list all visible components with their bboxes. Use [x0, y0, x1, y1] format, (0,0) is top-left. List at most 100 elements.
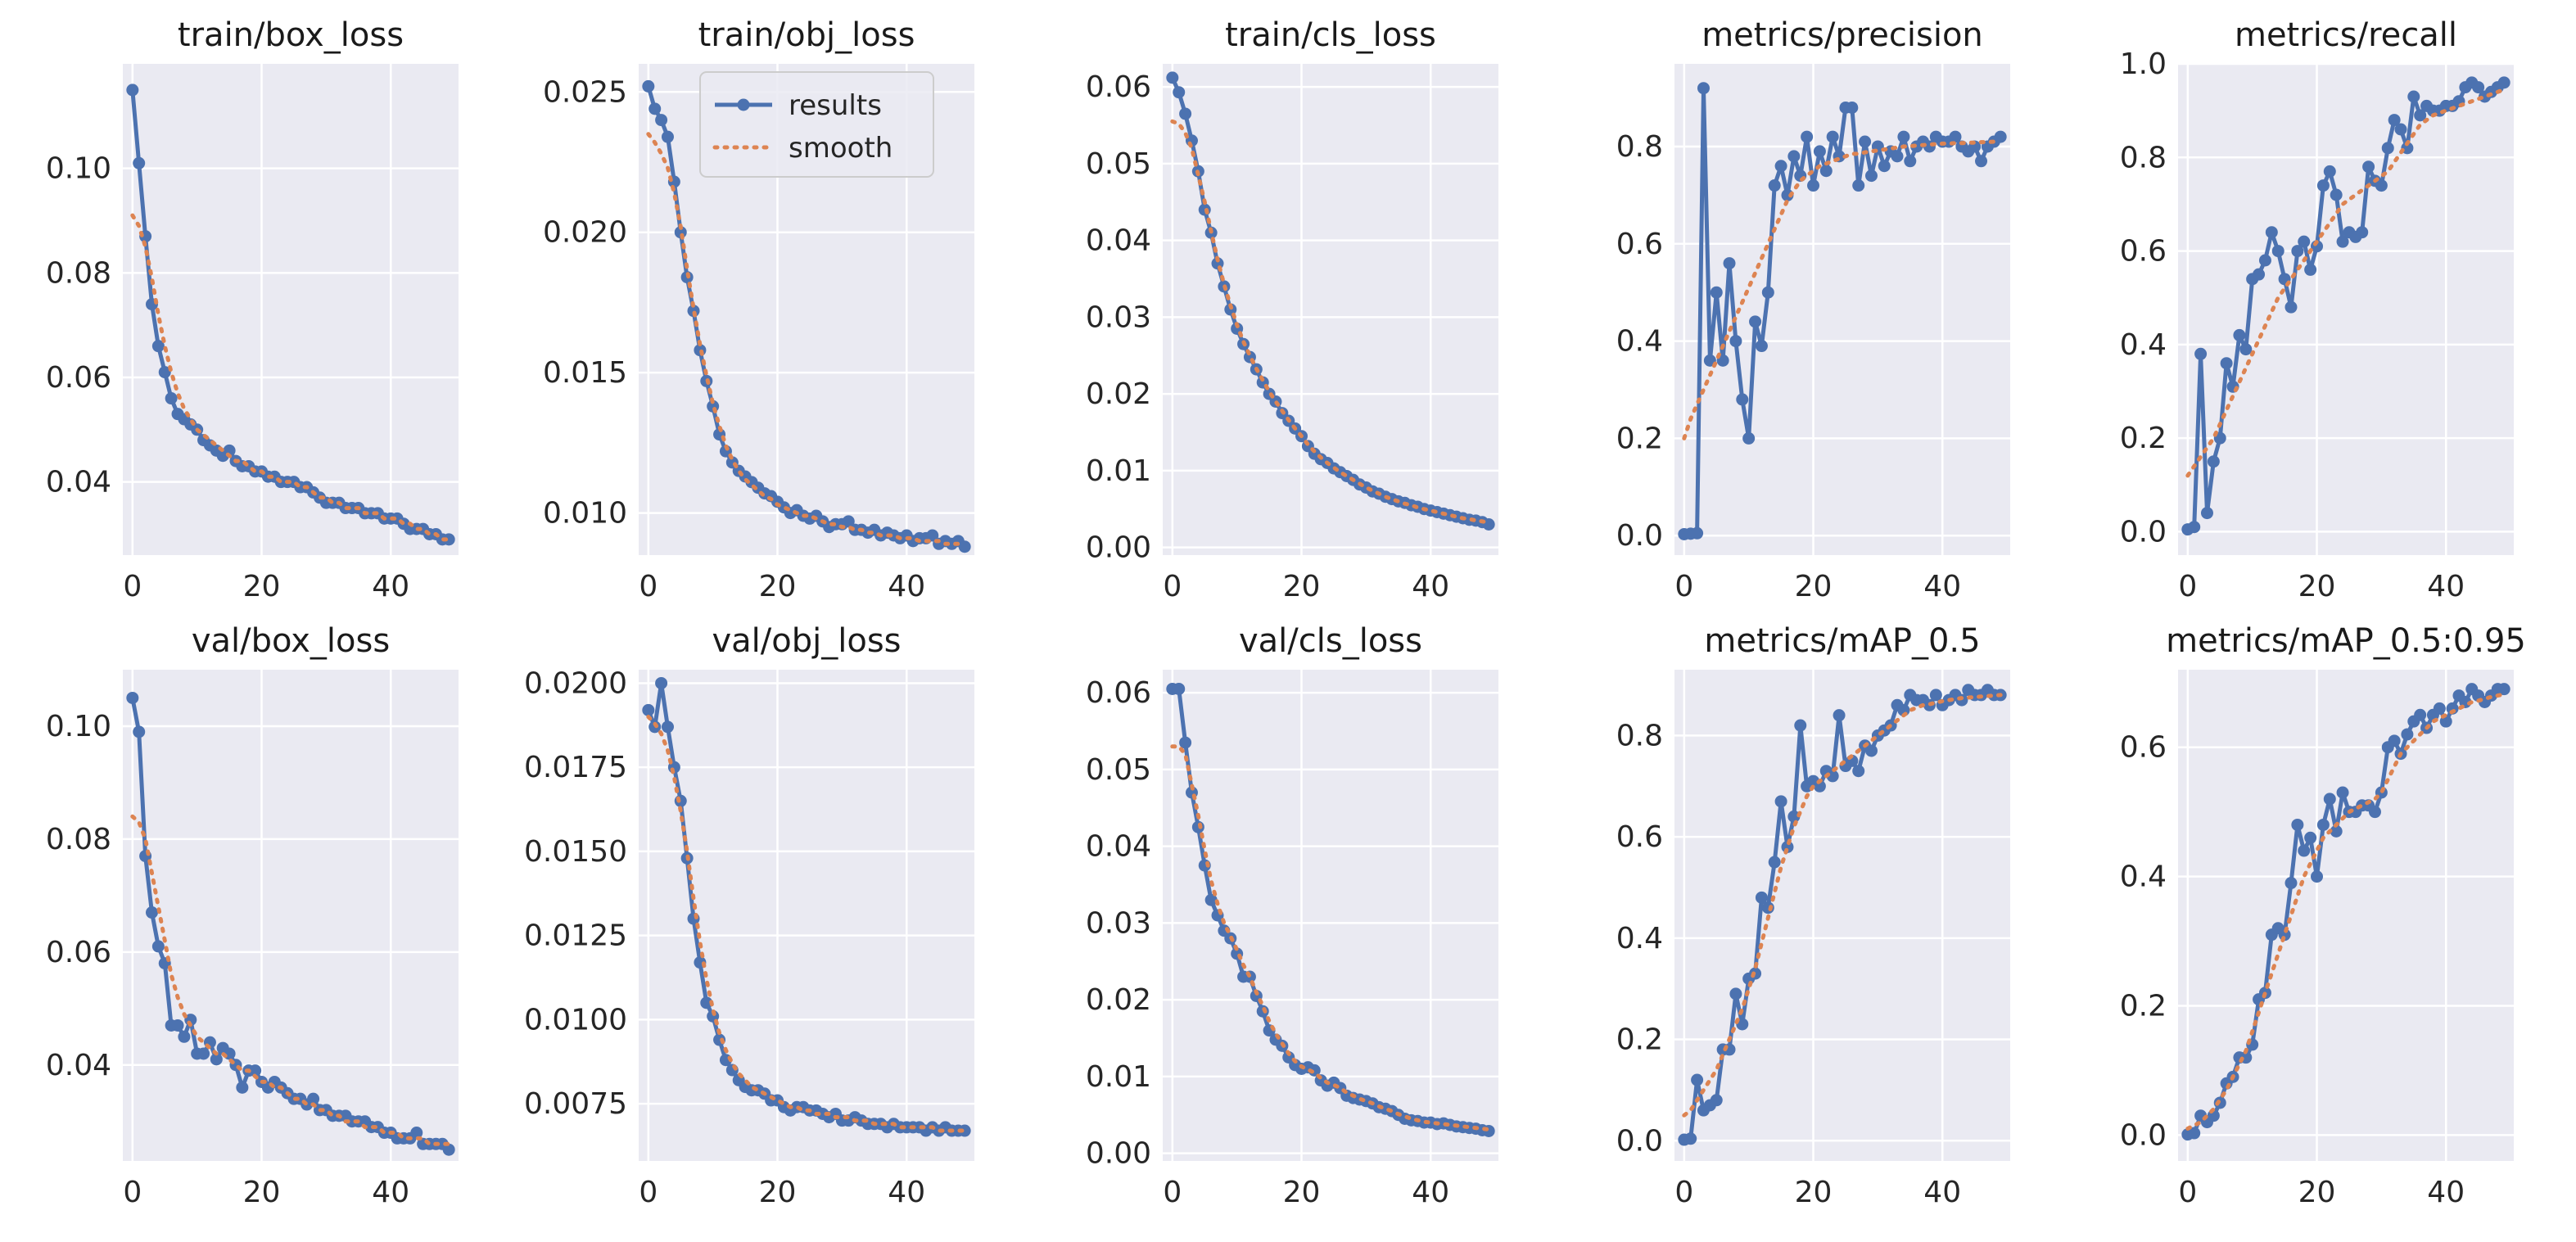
- panel-title: metrics/recall: [2235, 16, 2457, 54]
- results-point: [210, 1053, 223, 1066]
- x-tick-label: 20: [1795, 570, 1833, 603]
- results-point: [1723, 257, 1736, 270]
- results-point: [661, 720, 674, 734]
- results-point: [1897, 130, 1910, 143]
- results-point: [2381, 142, 2394, 155]
- results-point: [1710, 286, 1723, 299]
- results-point: [165, 392, 178, 405]
- results-point: [1749, 315, 1762, 328]
- x-tick-label: 40: [2427, 570, 2465, 603]
- plot-area: [1163, 64, 1498, 555]
- results-point: [1729, 987, 1742, 1000]
- results-point: [1697, 82, 1710, 95]
- smooth-line: [1170, 119, 1491, 526]
- results-point: [1846, 101, 1859, 114]
- results-point: [1761, 286, 1774, 299]
- plot-area: [123, 64, 459, 555]
- results-point: [158, 366, 171, 379]
- panel-title: val/cls_loss: [1239, 622, 1422, 660]
- smooth-line: [646, 132, 967, 546]
- results-point: [1191, 820, 1204, 833]
- y-tick-label: 0.00: [1086, 531, 1151, 565]
- legend-smooth-label: smooth: [789, 132, 893, 165]
- results-point: [410, 1127, 423, 1140]
- y-tick-label: 0.0125: [524, 919, 627, 953]
- x-tick-label: 40: [2427, 1176, 2465, 1209]
- results-point: [1852, 179, 1865, 192]
- x-tick-label: 40: [1412, 570, 1449, 603]
- panel-title: metrics/mAP_0.5:0.95: [2166, 622, 2526, 660]
- y-tick-label: 0.03: [1086, 906, 1151, 940]
- results-point: [1173, 682, 1186, 695]
- y-tick-label: 0.06: [46, 361, 111, 395]
- x-tick-label: 0: [123, 1176, 142, 1209]
- x-tick-label: 40: [888, 570, 925, 603]
- x-tick-label: 20: [1283, 1176, 1321, 1209]
- results-point: [1891, 150, 1904, 163]
- results-point: [442, 533, 455, 546]
- smooth-line: [1170, 744, 1491, 1132]
- y-tick-label: 0.4: [1616, 922, 1663, 955]
- y-tick-label: 0.01: [1086, 1060, 1151, 1094]
- results-point: [2311, 870, 2324, 883]
- results-point: [655, 676, 668, 689]
- results-point: [1904, 155, 1917, 168]
- results-point: [2368, 806, 2381, 819]
- results-point: [1204, 893, 1218, 906]
- y-tick-label: 0.04: [1086, 830, 1151, 864]
- results-point: [700, 996, 713, 1009]
- results-point: [126, 691, 139, 704]
- y-tick-label: 0.06: [1086, 676, 1151, 710]
- results-point: [171, 1018, 184, 1032]
- results-point: [2330, 824, 2343, 838]
- y-tick-label: 0.02: [1086, 377, 1151, 411]
- results-point: [926, 529, 939, 542]
- results-point: [307, 1092, 320, 1105]
- results-point: [1975, 155, 1988, 168]
- results-point: [2336, 786, 2349, 799]
- x-tick-label: 40: [1923, 1176, 1961, 1209]
- y-tick-label: 0.4: [1616, 325, 1663, 359]
- results-point: [2433, 702, 2446, 715]
- x-tick-label: 0: [1674, 1176, 1693, 1209]
- results-point: [2200, 507, 2213, 520]
- results-point: [1807, 179, 1820, 192]
- y-tick-label: 0.0: [2120, 515, 2167, 549]
- results-point: [1878, 160, 1891, 173]
- results-point: [2291, 818, 2304, 831]
- panel-train-box-loss: 0 20 40 0.04 0.06 0.08 0.10 train/box_loss: [46, 16, 459, 603]
- y-tick-label: 1.0: [2120, 47, 2167, 81]
- y-tick-label: 0.2: [1616, 422, 1663, 455]
- y-tick-label: 0.06: [46, 936, 111, 969]
- results-point: [2336, 235, 2349, 248]
- x-tick-label: 20: [2298, 570, 2336, 603]
- results-point: [2497, 76, 2510, 89]
- results-point: [1774, 160, 1787, 173]
- results-point: [2188, 1127, 2201, 1140]
- results-point: [642, 79, 655, 93]
- smooth-line: [1682, 693, 2003, 1118]
- y-tick-label: 0.0: [1616, 519, 1663, 553]
- results-point: [2388, 734, 2401, 747]
- x-tick-label: 40: [1412, 1176, 1449, 1209]
- results-point: [236, 1081, 249, 1094]
- y-tick-label: 0.10: [46, 710, 111, 743]
- results-point: [1794, 719, 1807, 732]
- results-point: [2375, 179, 2388, 192]
- results-point: [1742, 431, 1756, 445]
- results-point: [1179, 736, 1192, 749]
- results-point: [151, 940, 165, 953]
- x-tick-label: 40: [372, 1176, 409, 1209]
- results-point: [1864, 169, 1878, 183]
- results-point: [2304, 263, 2317, 276]
- results-point: [197, 1047, 210, 1060]
- x-tick-label: 40: [888, 1176, 925, 1209]
- y-tick-label: 0.6: [1616, 228, 1663, 261]
- legend-results-marker: [737, 98, 750, 111]
- panel-metrics-recall: 0 20 40 0.0 0.2 0.4 0.6 0.8 1.0 metrics/recall: [2120, 16, 2514, 603]
- x-tick-label: 0: [639, 1176, 658, 1209]
- panel-metrics-precision: 0 20 40 0.0 0.2 0.4 0.6 0.8 metrics/precision: [1616, 16, 2010, 603]
- results-point: [1801, 130, 1814, 143]
- y-tick-label: 0.06: [1086, 70, 1151, 104]
